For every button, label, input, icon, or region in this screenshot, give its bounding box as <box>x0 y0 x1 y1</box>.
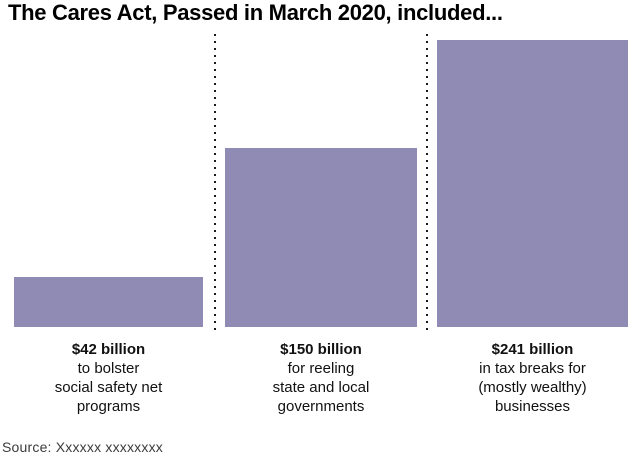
bar-desc-line: for reeling <box>287 360 355 377</box>
bar-social-safety-net <box>14 277 203 327</box>
bar-caption-social-safety-net: $42 billion to bolster social safety net… <box>14 340 203 416</box>
bar-desc-line: governments <box>277 398 365 415</box>
dotted-divider-2 <box>426 34 428 330</box>
bar-desc-line: in tax breaks for <box>479 360 586 377</box>
bar-desc-line: state and local <box>272 379 370 396</box>
bar-value-label: $42 billion <box>71 341 146 358</box>
bar-state-local-governments <box>225 148 417 327</box>
bar-value-label: $150 billion <box>280 341 362 358</box>
bar-value-label: $241 billion <box>491 341 574 358</box>
bar-caption-tax-breaks-businesses: $241 billion in tax breaks for (mostly w… <box>437 340 628 416</box>
bar-desc-line: businesses <box>494 398 571 415</box>
bar-caption-state-local-governments: $150 billion for reeling state and local… <box>225 340 417 416</box>
bar-desc-line: (mostly wealthy) <box>478 379 587 396</box>
bar-desc-line: programs <box>76 398 141 415</box>
chart-title: The Cares Act, Passed in March 2020, inc… <box>8 0 503 25</box>
bar-desc-line: social safety net <box>54 379 163 396</box>
bar-desc-line: to bolster <box>77 360 140 377</box>
source-note: Source: Xxxxxx xxxxxxxx <box>2 439 163 455</box>
bar-tax-breaks-businesses <box>437 40 628 327</box>
dotted-divider-1 <box>214 34 216 330</box>
